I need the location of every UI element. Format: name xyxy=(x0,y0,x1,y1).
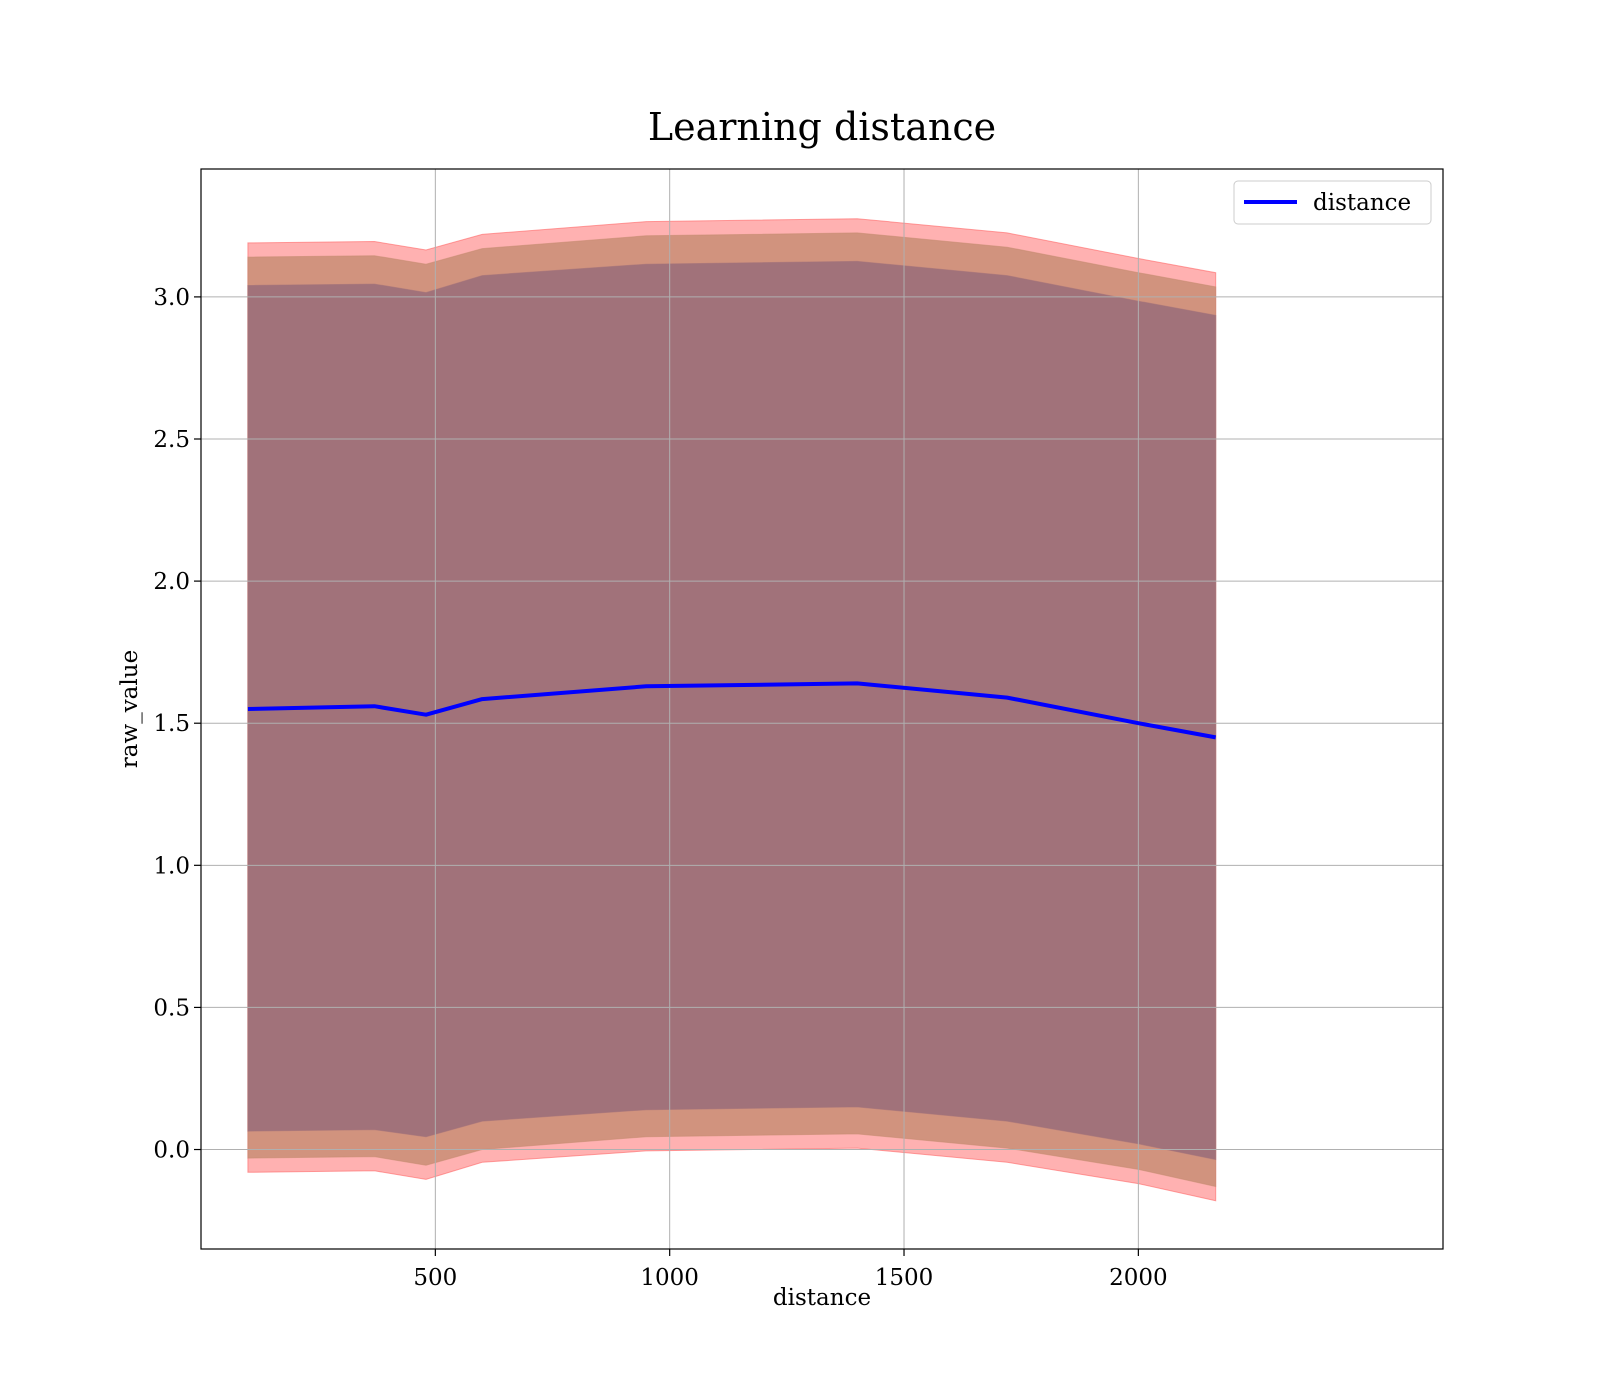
x-tick-label-0: 500 xyxy=(413,1265,457,1291)
band-2 xyxy=(247,260,1217,1161)
y-tick-label-4: 2.0 xyxy=(153,569,190,595)
y-tick-label-0: 0.0 xyxy=(153,1138,190,1164)
y-tick-label-5: 2.5 xyxy=(153,427,190,453)
legend: distance xyxy=(1233,180,1432,225)
series-lines xyxy=(247,681,1217,740)
y-tick-label-1: 0.5 xyxy=(153,995,190,1021)
y-tick-label-2: 1.0 xyxy=(153,853,190,879)
x-tick-label-2: 1500 xyxy=(875,1265,934,1291)
grid xyxy=(201,169,1443,1249)
x-tick-label-1: 1000 xyxy=(640,1265,699,1291)
legend-label: distance xyxy=(1313,190,1411,216)
y-tick-label-6: 3.0 xyxy=(153,285,190,311)
confidence-bands xyxy=(247,218,1217,1202)
x-tick-label-3: 2000 xyxy=(1109,1265,1168,1291)
plot-frame xyxy=(200,168,1444,1250)
y-axis-label: raw_value xyxy=(117,650,143,768)
y-axis-ticks: 0.0 0.5 1.0 1.5 2.0 2.5 3.0 xyxy=(153,285,201,1164)
y-tick-label-3: 1.5 xyxy=(153,711,190,737)
series-line-0 xyxy=(247,681,1217,740)
x-axis-ticks: 500 1000 1500 2000 xyxy=(413,1249,1168,1291)
x-axis-label: distance xyxy=(773,1285,871,1311)
legend-box xyxy=(1233,180,1432,225)
chart-title: Learning distance xyxy=(648,105,996,149)
